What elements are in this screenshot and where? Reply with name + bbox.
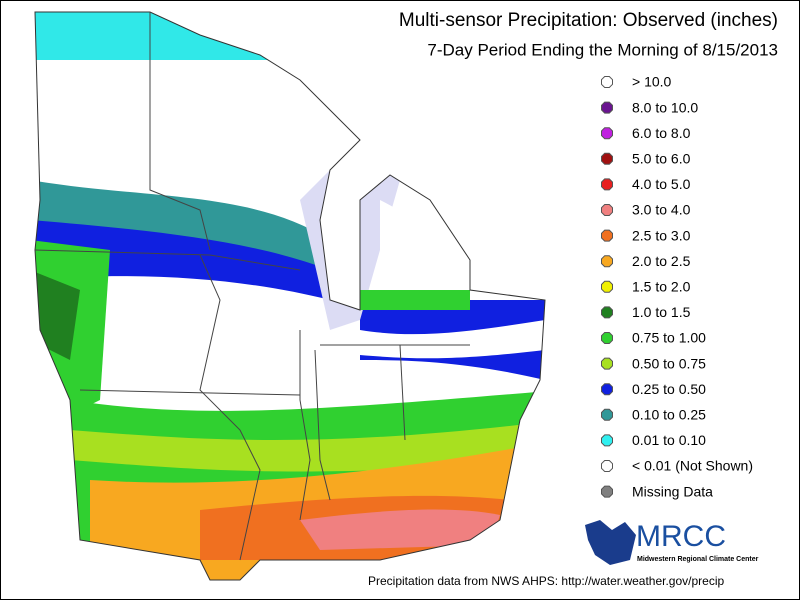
legend-label: 4.0 to 5.0 bbox=[632, 176, 691, 192]
legend-swatch bbox=[601, 485, 613, 498]
legend-label: > 10.0 bbox=[632, 74, 672, 90]
legend-label: 8.0 to 10.0 bbox=[632, 99, 698, 115]
legend-swatch bbox=[601, 204, 613, 216]
map bbox=[35, 12, 545, 580]
legend-label: 2.0 to 2.5 bbox=[632, 253, 691, 269]
subtitle: 7-Day Period Ending the Morning of 8/15/… bbox=[427, 40, 778, 59]
legend-swatch bbox=[601, 383, 613, 396]
title: Multi-sensor Precipitation: Observed (in… bbox=[399, 10, 778, 31]
legend-swatch bbox=[601, 178, 613, 191]
legend-label: < 0.01 (Not Shown) bbox=[632, 458, 753, 474]
legend-swatch bbox=[601, 229, 613, 242]
map-outline bbox=[34, 11, 546, 581]
legend-label: 0.25 to 0.50 bbox=[632, 381, 706, 397]
legend-label: 1.5 to 2.0 bbox=[632, 279, 691, 295]
legend-label: 3.0 to 4.0 bbox=[632, 202, 691, 218]
legend-swatch bbox=[601, 152, 613, 165]
legend-swatch bbox=[601, 255, 613, 268]
logo: MRCC Midwestern Regional Climate Center bbox=[585, 520, 759, 565]
legend-label: 0.10 to 0.25 bbox=[632, 407, 706, 423]
legend-swatch bbox=[601, 434, 613, 447]
legend-swatch bbox=[601, 357, 613, 370]
legend-label: 5.0 to 6.0 bbox=[632, 151, 691, 167]
legend-swatch bbox=[601, 460, 613, 472]
logo-name: MRCC bbox=[636, 520, 726, 553]
legend-swatch bbox=[601, 408, 613, 421]
legend-label: 6.0 to 8.0 bbox=[632, 125, 691, 141]
logo-subtitle: Midwestern Regional Climate Center bbox=[637, 556, 759, 563]
legend-swatch bbox=[601, 76, 613, 88]
legend-label: 2.5 to 3.0 bbox=[632, 227, 691, 243]
legend-swatch bbox=[601, 101, 613, 114]
legend-swatch bbox=[601, 280, 613, 293]
legend-label: 0.01 to 0.10 bbox=[632, 432, 706, 448]
footer: Precipitation data from NWS AHPS: http:/… bbox=[368, 574, 724, 588]
legend: > 10.0 8.0 to 10.0 6.0 to 8.0 5.0 to 6.0 4.0… bbox=[601, 74, 753, 499]
state-borders bbox=[34, 12, 470, 561]
legend-label: 0.50 to 0.75 bbox=[632, 355, 706, 371]
legend-label: 0.75 to 1.00 bbox=[632, 330, 706, 346]
legend-swatch bbox=[601, 127, 613, 140]
legend-swatch bbox=[601, 306, 613, 319]
logo-map bbox=[585, 520, 636, 565]
legend-label: Missing Data bbox=[632, 483, 713, 499]
legend-label: 1.0 to 1.5 bbox=[632, 304, 691, 320]
legend-swatch bbox=[601, 332, 613, 344]
